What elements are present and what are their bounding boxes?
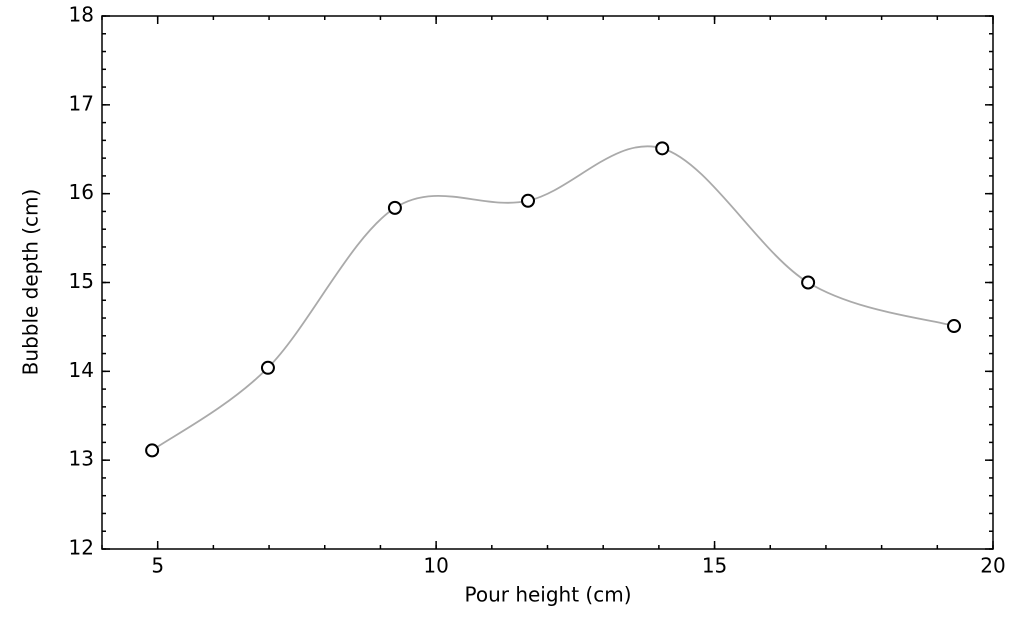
marker bbox=[947, 319, 962, 334]
x-axis-label: Pour height (cm) bbox=[464, 583, 631, 607]
y-tick-label: 18 bbox=[69, 3, 94, 27]
marker bbox=[801, 275, 816, 290]
plot-frame bbox=[101, 15, 994, 550]
x-tick-label: 10 bbox=[423, 554, 448, 578]
marker bbox=[387, 200, 402, 215]
marker bbox=[260, 360, 275, 375]
y-tick-label: 14 bbox=[69, 358, 94, 382]
x-tick-label: 20 bbox=[980, 554, 1005, 578]
marker bbox=[655, 141, 670, 156]
y-tick-label: 15 bbox=[69, 269, 94, 293]
marker bbox=[521, 193, 536, 208]
y-axis-label: Bubble depth (cm) bbox=[19, 189, 43, 376]
y-tick-label: 12 bbox=[69, 536, 94, 560]
y-tick-label: 16 bbox=[69, 180, 94, 204]
y-tick-label: 17 bbox=[69, 91, 94, 115]
marker bbox=[145, 443, 160, 458]
y-tick-label: 13 bbox=[69, 447, 94, 471]
x-tick-label: 5 bbox=[151, 554, 164, 578]
line bbox=[151, 145, 955, 452]
x-tick-label: 15 bbox=[702, 554, 727, 578]
